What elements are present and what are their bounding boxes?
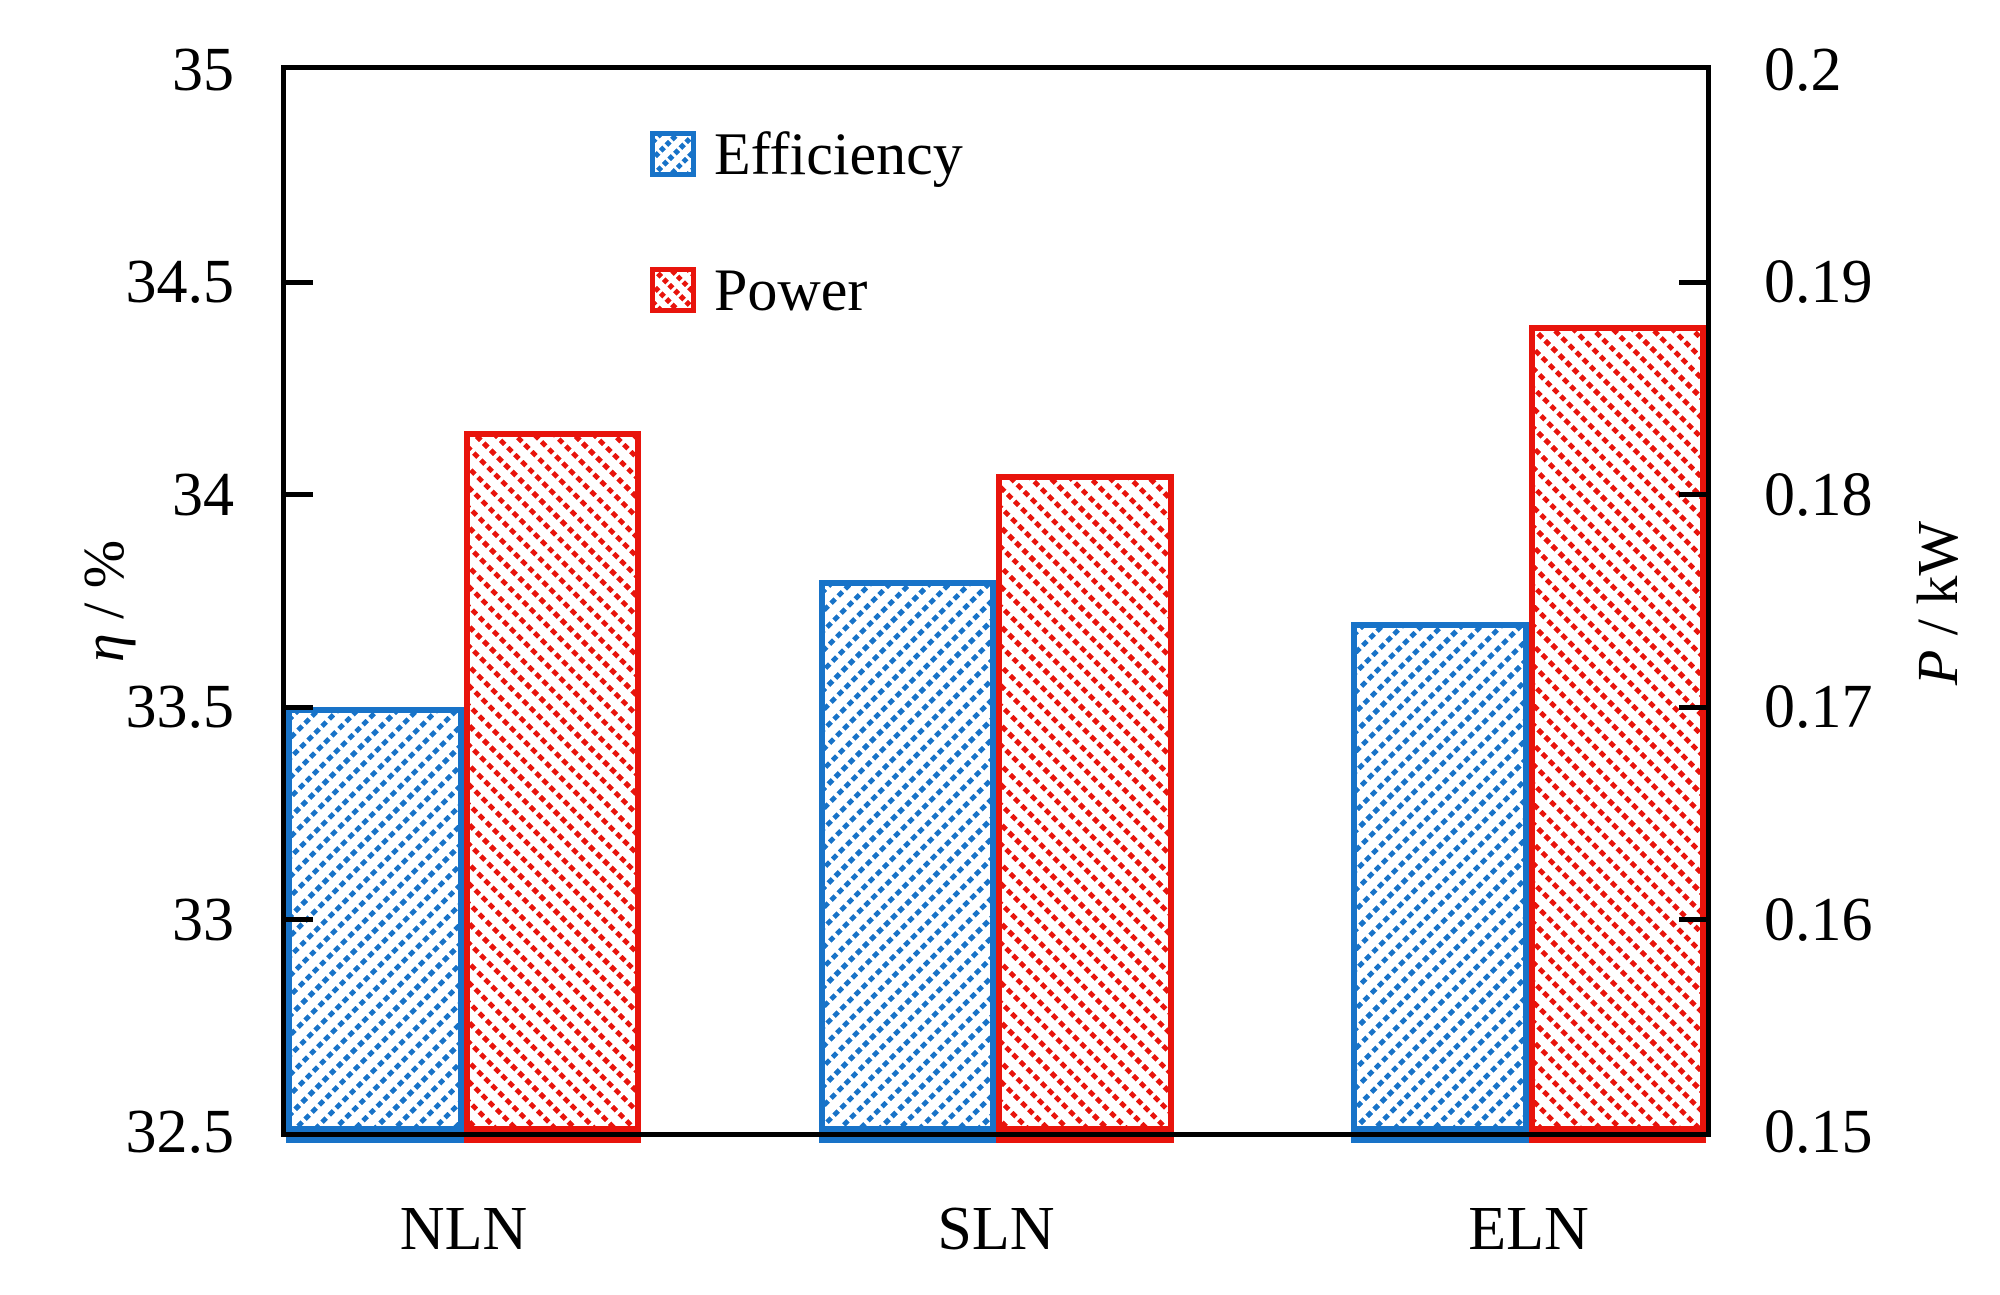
tick-label-left: 33	[172, 885, 234, 954]
tick-label-right: 0.15	[1764, 1098, 1873, 1166]
tick-mark-right	[1679, 704, 1706, 710]
bar-baseline-strip	[286, 1137, 464, 1143]
tick-mark-right	[1679, 279, 1706, 285]
bar-power-eln	[1528, 324, 1706, 1132]
tick-mark-right	[1679, 917, 1706, 923]
tick-label-right: 0.17	[1764, 673, 1873, 742]
category-label-nln: NLN	[399, 1195, 528, 1263]
left-axis-units: / %	[71, 539, 136, 634]
bar-power-nln	[463, 431, 641, 1132]
tick-mark-left	[286, 279, 313, 285]
tick-label-right: 0.18	[1764, 460, 1873, 529]
legend-swatch-efficiency-icon	[650, 131, 696, 177]
bar-baseline-strip	[996, 1137, 1174, 1143]
legend-swatch-power-icon	[650, 267, 696, 313]
tick-label-left: 34.5	[125, 248, 235, 317]
legend-row-efficiency: Efficiency	[650, 124, 963, 184]
tick-mark-left	[286, 917, 313, 923]
legend-label-power: Power	[714, 257, 868, 323]
tick-mark-left	[286, 492, 313, 498]
bar-baseline-strip	[463, 1137, 641, 1143]
bar-baseline-strip	[1351, 1137, 1529, 1143]
category-label-sln: SLN	[937, 1195, 1055, 1263]
bar-baseline-strip	[818, 1137, 996, 1143]
tick-mark-right	[1679, 492, 1706, 498]
tick-label-left: 34	[172, 460, 234, 529]
left-axis-variable: η	[71, 633, 136, 663]
legend: Efficiency Power	[650, 124, 963, 320]
tick-label-left: 32.5	[125, 1098, 235, 1166]
bar-efficiency-sln	[818, 579, 996, 1132]
bar-baseline-strip	[1528, 1137, 1706, 1143]
tick-label-right: 0.16	[1764, 885, 1873, 954]
bar-power-sln	[996, 473, 1174, 1132]
bar-efficiency-nln	[286, 707, 464, 1132]
right-axis-variable: P	[1905, 649, 1970, 686]
legend-row-power: Power	[650, 260, 963, 320]
left-axis-title: η / %	[71, 540, 136, 662]
right-axis-title: P / kW	[1905, 521, 1970, 685]
bar-efficiency-eln	[1351, 622, 1529, 1132]
tick-label-left: 35	[172, 36, 234, 104]
tick-label-right: 0.19	[1764, 248, 1873, 317]
category-label-eln: ELN	[1468, 1195, 1589, 1263]
legend-label-efficiency: Efficiency	[714, 121, 963, 187]
tick-label-left: 33.5	[125, 673, 235, 742]
right-axis-units: / kW	[1905, 520, 1970, 650]
tick-mark-left	[286, 704, 313, 710]
tick-label-right: 0.2	[1764, 36, 1842, 104]
